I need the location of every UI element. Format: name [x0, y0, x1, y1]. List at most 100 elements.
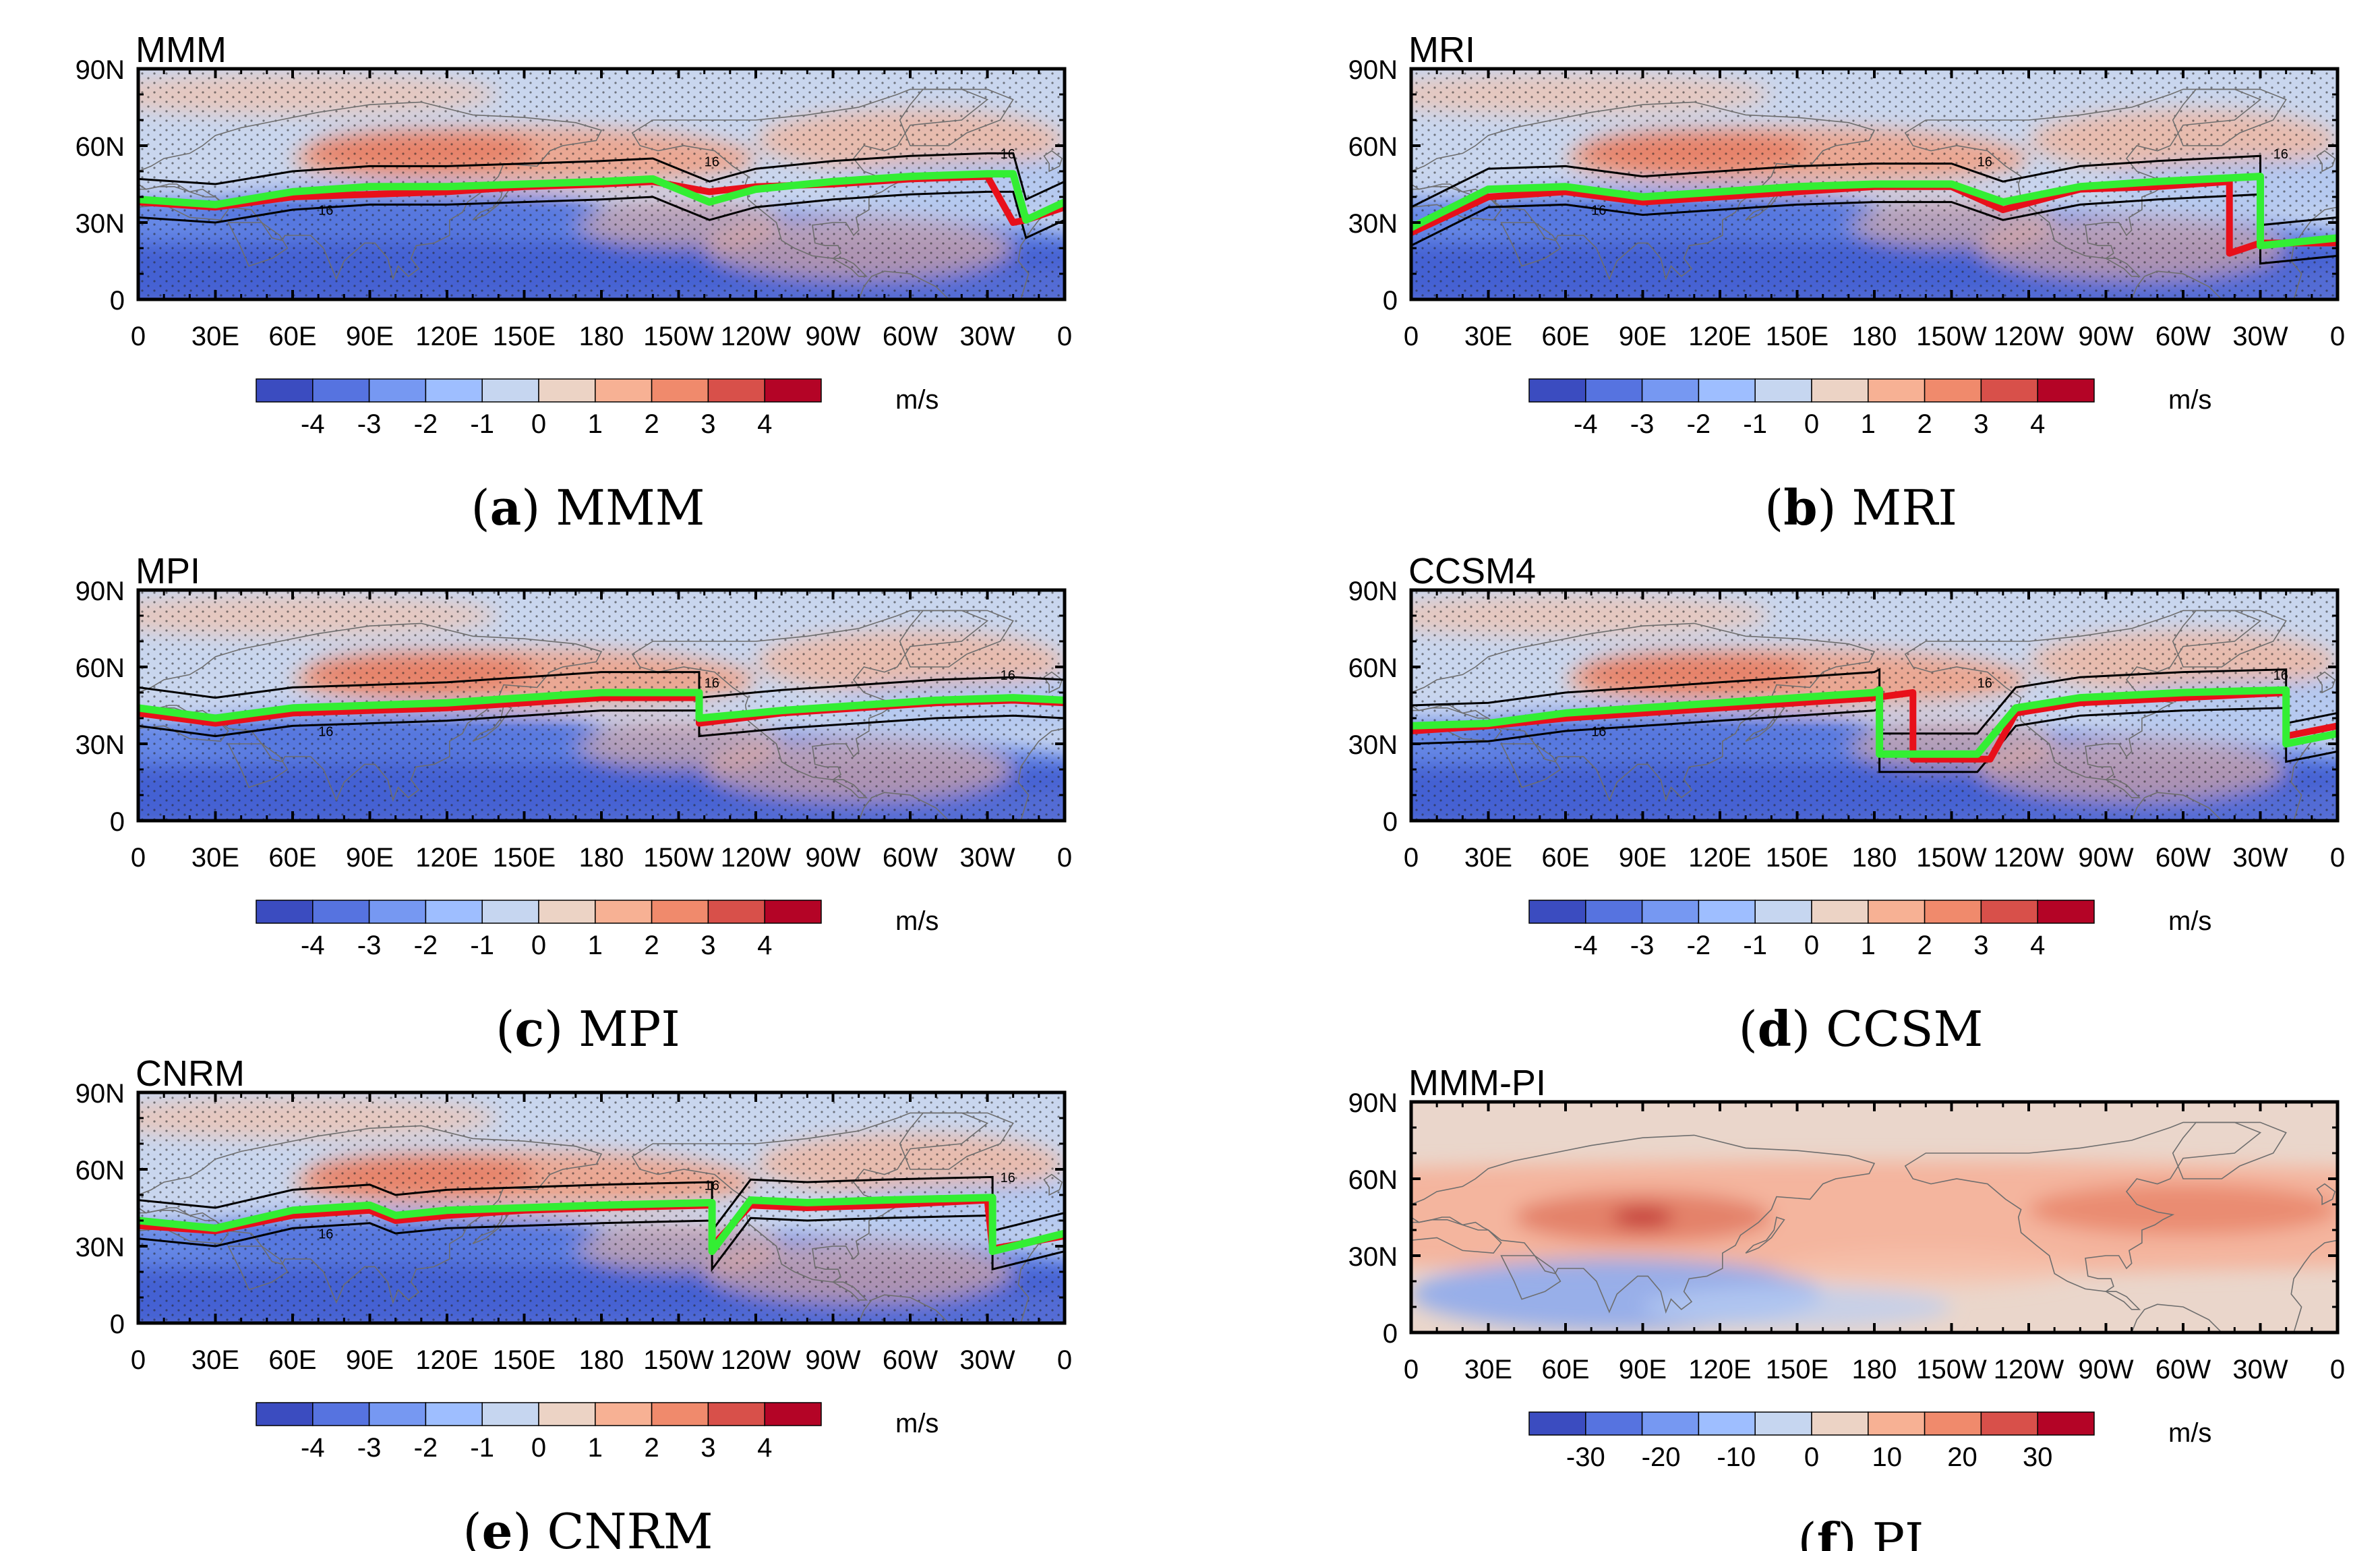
panel-caption: (f) PI — [1798, 1512, 1924, 1551]
colorbar-swatch — [1924, 1411, 1982, 1436]
jet-axis-green — [138, 170, 1065, 224]
coastline — [1017, 1230, 1065, 1323]
coastline — [138, 101, 603, 281]
colorbar-label: -4 — [1574, 409, 1598, 439]
coastline — [831, 1281, 868, 1301]
x-tick-label: 180 — [579, 843, 624, 873]
x-tick-label: 90E — [1619, 322, 1667, 351]
map-area: 16 16 16 — [138, 590, 1065, 821]
colorbar: -4 -3 -2 -1 0 1 2 3 4 m/s — [1528, 900, 2211, 960]
coastline — [1745, 1216, 1785, 1254]
x-tick-label: 60E — [268, 1345, 316, 1375]
coastline — [227, 222, 289, 267]
colorbar-swatch — [1811, 378, 1869, 403]
coastline — [899, 610, 1014, 668]
coastline — [831, 258, 868, 277]
contour-16-upper — [1411, 154, 2338, 227]
x-tick-label: 90W — [2078, 843, 2133, 873]
y-tick-label: 60N — [76, 132, 125, 162]
coastline — [858, 270, 950, 299]
colorbar-swatch — [256, 378, 314, 403]
colorbar-label: -3 — [357, 409, 382, 439]
x-tick-label: 90E — [1619, 1355, 1667, 1384]
contour-label: 16 — [318, 725, 333, 740]
colorbar-swatch — [2037, 1411, 2095, 1436]
colorbar-label: 4 — [757, 931, 772, 960]
colorbar-unit: m/s — [895, 1409, 939, 1438]
coastline — [2104, 1291, 2141, 1310]
colorbar-swatch — [707, 900, 765, 924]
colorbar-swatch — [1698, 900, 1756, 924]
y-tick-label: 30N — [1348, 1242, 1398, 1272]
colorbar-swatch — [538, 1402, 596, 1426]
colorbar-label: -20 — [1642, 1442, 1681, 1472]
contour-label: 16 — [318, 204, 333, 218]
contour-label: 16 — [705, 676, 719, 691]
x-tick-label: 120W — [721, 843, 792, 873]
y-tick-label: 0 — [1383, 807, 1398, 837]
colorbar-swatch — [1641, 1411, 1700, 1436]
colorbar-label: -2 — [1687, 931, 1711, 960]
y-tick-label: 90N — [76, 577, 125, 606]
colorbar-label: 2 — [644, 409, 659, 439]
colorbar-swatch — [425, 378, 483, 403]
colorbar-swatch — [1698, 1411, 1756, 1436]
colorbar-swatch — [538, 378, 596, 403]
x-tick-label: 120E — [415, 843, 478, 873]
colorbar-swatch — [425, 900, 483, 924]
coastline — [2172, 88, 2287, 146]
colorbar-label: -3 — [357, 1433, 382, 1463]
coastline — [1043, 1173, 1063, 1196]
x-tick-label: 30E — [191, 1345, 239, 1375]
x-tick-label: 30W — [2232, 1355, 2288, 1384]
x-tick-label: 0 — [1057, 322, 1072, 351]
colorbar-label: 4 — [757, 1433, 772, 1463]
x-tick-label: 120W — [1994, 322, 2064, 351]
y-tick-label: 60N — [1348, 653, 1398, 683]
coastline — [1411, 1134, 1876, 1314]
x-tick-label: 180 — [1852, 843, 1897, 873]
x-tick-label: 60W — [883, 843, 938, 873]
colorbar-swatch — [595, 900, 653, 924]
coastline — [1500, 222, 1561, 267]
x-tick-label: 90W — [805, 322, 860, 351]
colorbar-swatch — [1924, 378, 1982, 403]
coastline — [227, 743, 289, 788]
jet-axis-red — [1411, 689, 2338, 763]
x-tick-label: 0 — [2330, 1355, 2345, 1384]
colorbar-swatch — [707, 1402, 765, 1426]
coastline — [2290, 206, 2338, 299]
contour-16-lower — [138, 190, 1065, 239]
y-tick-label: 90N — [1348, 55, 1398, 85]
contour-16-upper — [138, 1175, 1065, 1234]
x-tick-label: 90W — [805, 1345, 860, 1375]
x-tick-label: 60E — [1541, 843, 1589, 873]
contour-label: 16 — [1977, 676, 1992, 691]
x-tick-label: 90E — [1619, 843, 1667, 873]
x-tick-label: 0 — [2330, 322, 2345, 351]
x-tick-label: 150W — [1916, 1355, 1987, 1384]
caption-text: PI — [1857, 1513, 1924, 1551]
colorbar-swatch — [368, 900, 427, 924]
coastline — [227, 1246, 289, 1291]
caption-letter: (f) — [1798, 1512, 1857, 1551]
x-tick-label: 90W — [2078, 322, 2133, 351]
x-tick-label: 90E — [346, 843, 394, 873]
colorbar-swatch — [1980, 900, 2038, 924]
contour-16-lower — [138, 1214, 1065, 1272]
x-tick-label: 0 — [131, 843, 146, 873]
colorbar-swatch — [651, 1402, 709, 1426]
coastline — [1017, 206, 1065, 299]
x-tick-label: 30W — [959, 1345, 1015, 1375]
x-tick-label: 0 — [131, 322, 146, 351]
colorbar-swatch — [312, 378, 370, 403]
colorbar-label: 3 — [701, 931, 715, 960]
colorbar-label: -3 — [357, 931, 382, 960]
y-tick-label: 0 — [110, 286, 125, 316]
colorbar-label: -1 — [1743, 931, 1767, 960]
colorbar-swatch — [764, 378, 822, 403]
colorbar-label: -1 — [470, 1433, 494, 1463]
colorbar: -4 -3 -2 -1 0 1 2 3 4 m/s — [256, 1402, 939, 1463]
x-tick-label: 0 — [131, 1345, 146, 1375]
